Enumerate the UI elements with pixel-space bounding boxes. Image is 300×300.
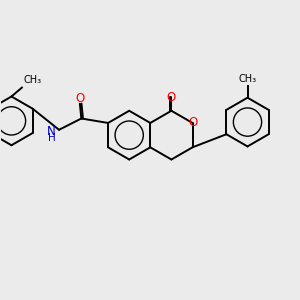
Text: H: H	[48, 133, 56, 143]
Text: CH₃: CH₃	[238, 74, 256, 84]
Text: CH₃: CH₃	[23, 75, 41, 85]
Text: N: N	[47, 125, 56, 138]
Text: O: O	[75, 92, 85, 105]
Text: O: O	[188, 116, 197, 130]
Text: O: O	[167, 91, 176, 104]
